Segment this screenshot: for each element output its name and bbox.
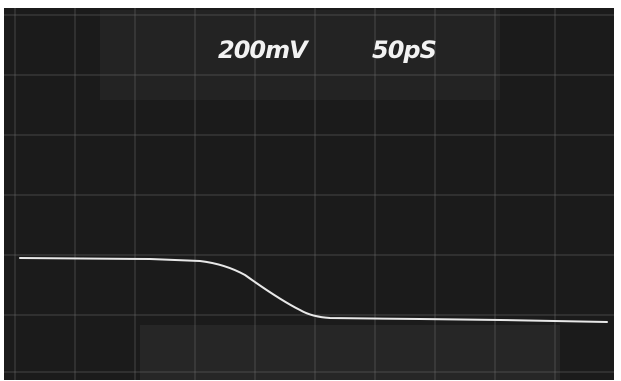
- time-per-div: 50pS: [372, 36, 436, 64]
- page: 200mV 50pS (() => { const data = JSON.pa…: [0, 0, 621, 381]
- volts-per-div: 200mV: [218, 36, 310, 64]
- oscilloscope-screen: 200mV 50pS: [0, 0, 621, 381]
